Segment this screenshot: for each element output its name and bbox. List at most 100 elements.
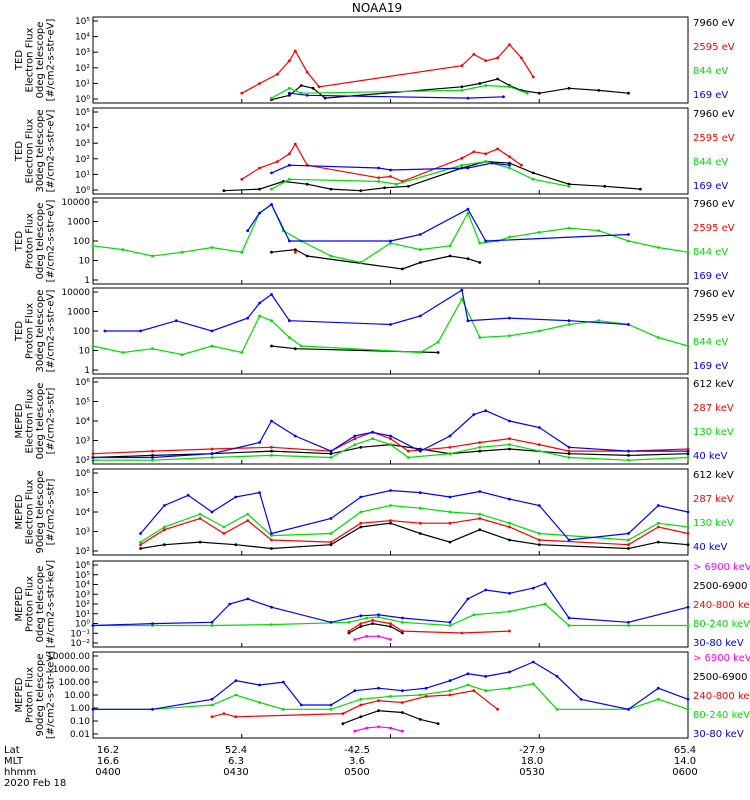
data-point xyxy=(436,351,440,354)
y-tick-label: 10⁶ xyxy=(75,561,90,571)
data-point xyxy=(329,543,333,547)
data-point xyxy=(139,540,143,544)
y-tick-label: 0.10 xyxy=(70,717,90,727)
data-point xyxy=(389,625,392,628)
date-label: 2020 Feb 18 xyxy=(4,778,66,789)
legend-entry: 80-240 keV xyxy=(693,710,750,721)
y-axis-label-line: [#/cm2-s-str-keV] xyxy=(46,560,57,648)
data-point xyxy=(418,233,422,236)
data-point xyxy=(448,521,452,525)
y-tick-label: 10³ xyxy=(75,437,90,447)
legend-entry: 2500-6900 xyxy=(693,581,748,592)
data-point xyxy=(448,689,452,693)
data-point xyxy=(466,96,470,100)
data-point xyxy=(531,682,535,686)
data-point xyxy=(270,344,273,348)
panel-frame xyxy=(92,287,689,375)
data-point xyxy=(567,182,571,186)
data-point xyxy=(478,517,482,520)
data-point xyxy=(299,344,303,348)
y-tick-label: 10⁻² xyxy=(70,639,90,649)
y-tick-label: 10⁵ xyxy=(75,398,90,408)
data-point xyxy=(210,510,214,514)
data-point xyxy=(656,504,660,507)
data-point xyxy=(258,166,261,170)
y-tick-label: 10⁰ xyxy=(75,95,90,105)
data-point xyxy=(418,506,422,510)
data-point xyxy=(377,166,380,170)
data-point xyxy=(359,525,363,529)
data-point xyxy=(466,257,470,261)
data-point xyxy=(258,301,261,305)
data-point xyxy=(460,156,464,160)
data-point xyxy=(293,142,297,146)
data-point xyxy=(353,689,357,693)
data-point xyxy=(508,316,511,320)
data-point xyxy=(472,689,476,693)
data-point xyxy=(484,239,488,243)
data-point xyxy=(246,512,250,516)
y-axis-label-line: Electron Flux xyxy=(25,388,36,453)
panel-frame xyxy=(92,16,689,104)
data-point xyxy=(91,452,95,456)
data-point xyxy=(377,615,380,619)
data-point xyxy=(270,538,273,542)
data-point xyxy=(466,683,470,687)
data-point xyxy=(210,344,214,348)
data-point xyxy=(460,163,464,167)
data-point xyxy=(329,517,333,520)
legend-entry: 40 keV xyxy=(693,542,727,553)
data-point xyxy=(490,161,494,165)
legend-entry: 169 eV xyxy=(693,181,728,192)
panel-frame xyxy=(92,468,689,556)
data-point xyxy=(686,449,690,453)
data-point xyxy=(353,434,357,438)
data-point xyxy=(686,624,690,627)
data-point xyxy=(656,521,660,525)
data-point xyxy=(329,532,333,535)
y-axis-label-line: [#/cm2-s-str-eV] xyxy=(46,200,57,283)
data-point xyxy=(389,489,392,492)
data-point xyxy=(472,52,476,56)
legend-entry: 2500-6900 xyxy=(693,672,748,683)
data-point xyxy=(210,447,214,451)
data-point xyxy=(543,582,547,585)
data-point xyxy=(299,91,303,95)
data-point xyxy=(377,613,380,617)
data-point xyxy=(288,86,291,90)
data-point xyxy=(478,241,482,245)
data-point xyxy=(228,602,232,606)
data-point xyxy=(537,504,541,507)
legend-entry: 2595 eV xyxy=(693,42,735,53)
data-point xyxy=(246,229,250,233)
data-point xyxy=(270,419,273,423)
data-point xyxy=(656,686,660,690)
data-point xyxy=(282,707,285,711)
data-point xyxy=(359,521,363,525)
data-point xyxy=(198,540,202,544)
y-tick-label: 10¹ xyxy=(75,79,90,89)
data-point xyxy=(448,540,452,544)
data-point xyxy=(508,447,511,451)
legend-entry: 2595 eV xyxy=(693,133,735,144)
data-point xyxy=(329,703,333,707)
x-tick-label-mlt: 18.0 xyxy=(521,756,543,767)
data-point xyxy=(537,532,541,535)
data-point xyxy=(270,534,273,537)
data-point xyxy=(407,184,410,188)
data-point xyxy=(484,409,488,413)
y-tick-label: 10⁴ xyxy=(75,124,90,134)
y-axis-label-line: [#/cm2-s-str] xyxy=(46,478,57,545)
x-axis-label-lat: Lat xyxy=(4,745,20,756)
data-point xyxy=(293,49,297,53)
y-axis-label-line: MEPED xyxy=(14,494,25,529)
data-point xyxy=(288,93,291,97)
y-tick-label: 10000 xyxy=(61,288,90,298)
data-point xyxy=(329,452,333,456)
data-point xyxy=(377,634,380,638)
data-point xyxy=(389,239,392,243)
data-point xyxy=(460,631,464,635)
data-point xyxy=(359,614,363,618)
